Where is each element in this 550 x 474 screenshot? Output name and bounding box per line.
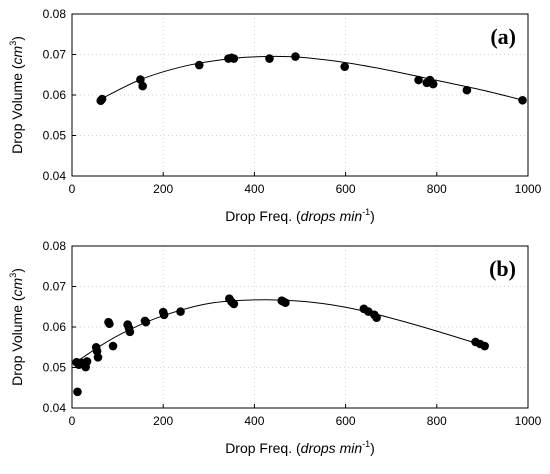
chart-a-panel-label: (a) — [490, 24, 516, 49]
chart-a-x-tick-label-3: 600 — [336, 182, 356, 196]
chart-b-point-9 — [93, 353, 103, 362]
chart-a-y-tick-label-2: 0.06 — [43, 88, 67, 102]
chart-b-x-tick-label-0: 0 — [69, 414, 76, 428]
chart-b-x-tick-label-1: 200 — [153, 414, 173, 428]
chart-a-x-tick-label-0: 0 — [69, 182, 76, 196]
chart-b-point-30 — [372, 313, 381, 322]
chart-a-point-1 — [97, 94, 107, 104]
chart-b-x-tick-label-2: 400 — [244, 414, 264, 428]
chart-a-fit-curve — [99, 55, 524, 101]
chart-a-point-7 — [229, 54, 239, 63]
chart-b-y-axis-label: Drop Volume (cm3) — [8, 268, 25, 386]
chart-b-point-17 — [141, 317, 151, 327]
chart-b-panel-label: (b) — [489, 256, 516, 281]
chart-b-point-19 — [159, 310, 169, 320]
chart-a-x-tick-label-5: 1000 — [515, 182, 542, 196]
chart-b-point-1 — [73, 387, 82, 397]
chart-b-point-20 — [176, 307, 185, 316]
chart-b-y-tick-label-2: 0.06 — [43, 320, 67, 334]
chart-a-point-16 — [518, 95, 527, 105]
chart-a-point-4 — [194, 60, 204, 70]
chart-a-x-tick-label-2: 400 — [244, 182, 264, 196]
chart-b-x-axis-label: Drop Freq. (drops min-1) — [225, 439, 375, 456]
chart-b-point-6 — [82, 357, 92, 366]
chart-b-y-tick-label-1: 0.05 — [43, 361, 67, 375]
chart-a-point-2 — [136, 75, 145, 84]
chart-a-point-14 — [428, 79, 438, 89]
chart-a-y-tick-label-1: 0.05 — [43, 129, 67, 143]
chart-a-y-tick-label-3: 0.07 — [43, 48, 67, 62]
chart-a-y-tick-label-4: 0.08 — [43, 7, 67, 21]
chart-a-point-10 — [340, 62, 349, 71]
chart-b-y-tick-label-4: 0.08 — [43, 239, 67, 253]
chart-b: 0 200 400 600 800 1000 0.04 0.05 0.06 0.07 0.08 (b… — [8, 239, 542, 456]
chart-b-y-tick-label-0: 0.04 — [43, 401, 67, 415]
chart-a-x-axis-label: Drop Freq. (drops min-1) — [225, 207, 375, 224]
chart-b-point-23 — [229, 299, 239, 309]
chart-a-x-tick-label-1: 200 — [153, 182, 173, 196]
chart-a-y-tick-label-0: 0.04 — [43, 169, 67, 183]
chart-b-y-tick-label-3: 0.07 — [43, 280, 67, 294]
chart-b-point-12 — [108, 341, 118, 351]
chart-b-point-33 — [480, 341, 489, 351]
chart-b-x-tick-label-5: 1000 — [515, 414, 542, 428]
chart-b-x-tick-label-4: 800 — [427, 414, 447, 428]
chart-a-point-8 — [265, 54, 274, 63]
chart-b-fit-curve — [76, 299, 483, 363]
chart-b-point-26 — [281, 298, 290, 308]
chart-a-point-11 — [414, 75, 423, 85]
chart-b-point-11 — [105, 319, 114, 329]
chart-a-point-3 — [138, 81, 147, 91]
chart-a: 0 200 400 600 800 1000 0.04 0.05 0.06 0.07 0.08 (a… — [8, 7, 542, 224]
chart-b-x-tick-label-3: 600 — [336, 414, 356, 428]
chart-a-point-15 — [462, 85, 472, 95]
chart-a-y-axis-label: Drop Volume (cm3) — [8, 36, 25, 154]
chart-a-x-tick-label-4: 800 — [427, 182, 447, 196]
chart-b-point-15 — [125, 327, 135, 337]
chart-a-point-9 — [291, 52, 300, 61]
